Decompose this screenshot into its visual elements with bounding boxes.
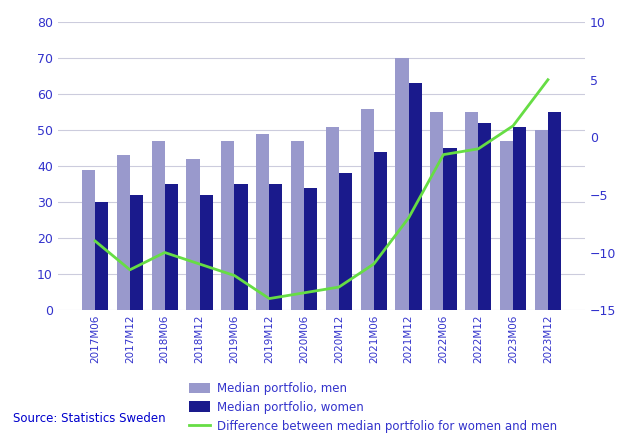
Bar	[430, 112, 444, 310]
Bar	[95, 202, 108, 310]
Bar	[199, 195, 213, 310]
Bar	[395, 58, 408, 310]
Bar	[304, 188, 317, 310]
Bar	[326, 127, 339, 310]
Bar	[269, 184, 282, 310]
Bar	[165, 184, 178, 310]
Bar	[116, 155, 130, 310]
Bar	[82, 170, 95, 310]
Bar	[291, 141, 304, 310]
Bar	[256, 134, 269, 310]
Bar	[478, 123, 491, 310]
Bar	[535, 130, 548, 310]
Bar	[548, 112, 561, 310]
Bar	[500, 141, 513, 310]
Bar	[361, 109, 374, 310]
Bar	[235, 184, 248, 310]
Bar	[221, 141, 235, 310]
Bar	[513, 127, 527, 310]
Bar	[465, 112, 478, 310]
Bar	[186, 159, 199, 310]
Bar	[130, 195, 143, 310]
Bar	[444, 148, 457, 310]
Bar	[408, 83, 422, 310]
Legend: Median portfolio, men, Median portfolio, women, Difference between median portfo: Median portfolio, men, Median portfolio,…	[188, 382, 557, 433]
Text: Source: Statistics Sweden: Source: Statistics Sweden	[13, 412, 165, 425]
Bar	[374, 152, 387, 310]
Bar	[339, 173, 352, 310]
Bar	[152, 141, 165, 310]
